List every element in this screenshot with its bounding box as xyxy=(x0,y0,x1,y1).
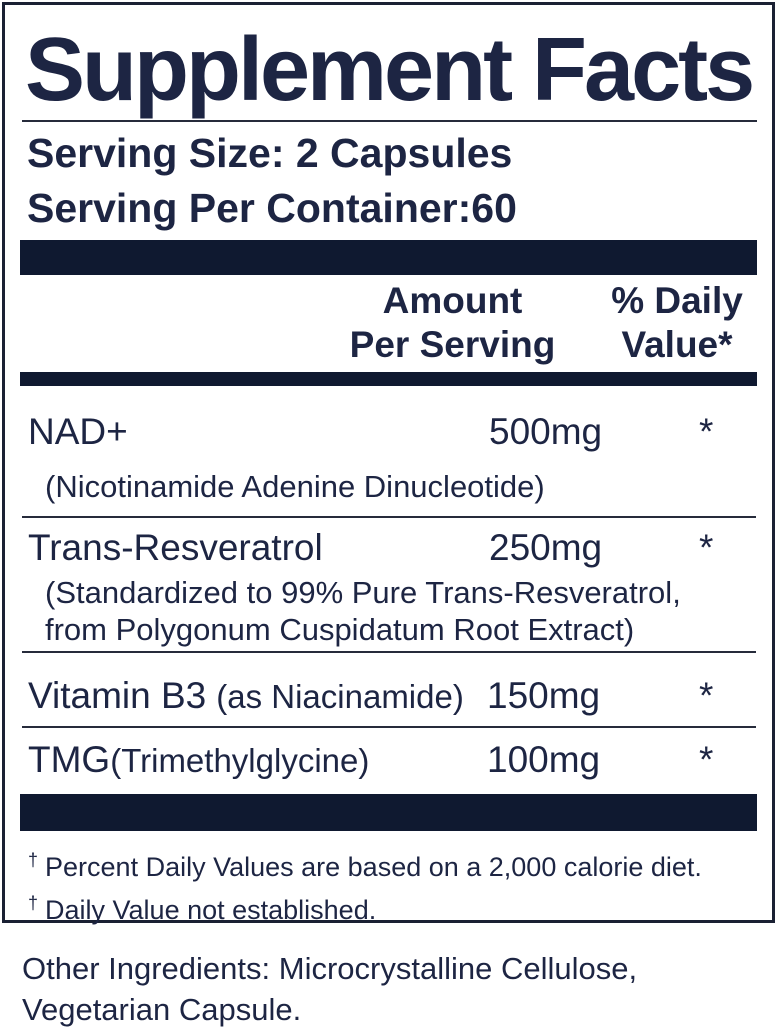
other-ingredients-line2: Vegetarian Capsule. xyxy=(22,992,302,1027)
row-divider xyxy=(22,651,756,653)
ingredient-description: (Standardized to 99% Pure Trans-Resverat… xyxy=(45,574,725,648)
ingredient-amount: 250mg xyxy=(489,527,603,568)
label-title: Supplement Facts xyxy=(25,20,755,120)
ingredient-name: Trans-Resveratrol xyxy=(28,527,323,568)
servings-per-container: Serving Per Container:60 xyxy=(27,185,517,231)
column-header-amount: Amount Per Serving xyxy=(330,279,575,367)
other-ingredients: Other Ingredients: Microcrystalline Cell… xyxy=(22,948,752,1030)
ingredient-name: TMG(Trimethylglycine) xyxy=(28,738,369,783)
ingredient-name: NAD+ xyxy=(28,411,128,452)
row-divider xyxy=(22,726,756,728)
ingredient-description: (Nicotinamide Adenine Dinucleotide) xyxy=(45,469,545,504)
title-divider xyxy=(22,120,757,122)
label-border-box xyxy=(2,2,775,923)
serving-size: Serving Size: 2 Capsules xyxy=(27,130,513,176)
separator-bar-header xyxy=(20,372,757,386)
ingredient-amount: 150mg xyxy=(487,675,601,716)
ingredient-name-suffix: (Trimethylglycine) xyxy=(110,742,370,779)
ingredient-name-main: TMG xyxy=(28,739,111,780)
ingredient-daily-value: * xyxy=(699,527,714,568)
ingredient-daily-value: * xyxy=(699,675,714,716)
ingredient-daily-value: * xyxy=(699,411,714,452)
ingredient-amount: 500mg xyxy=(489,411,603,452)
footnote-text: Percent Daily Values are based on a 2,00… xyxy=(45,852,702,882)
ingredient-name: Vitamin B3 (as Niacinamide) xyxy=(28,674,464,719)
footnote-text: Daily Value not established. xyxy=(45,895,377,925)
column-header-dv-line2: Value* xyxy=(621,324,733,365)
ingredient-description-line1: (Standardized to 99% Pure Trans-Resverat… xyxy=(45,575,681,610)
column-header-dv-line1: % Daily xyxy=(611,280,743,321)
separator-bar-top xyxy=(20,240,757,275)
footnote-dv-not-established: † Daily Value not established. xyxy=(28,885,702,928)
ingredient-name-suffix: (as Niacinamide) xyxy=(216,678,464,715)
column-header-amount-line2: Per Serving xyxy=(349,324,556,365)
dagger-symbol: † xyxy=(28,850,39,870)
ingredient-daily-value: * xyxy=(699,739,714,780)
column-header-daily-value: % Daily Value* xyxy=(597,279,757,367)
ingredient-name-main: Vitamin B3 xyxy=(28,675,207,716)
ingredient-description-line2: from Polygonum Cuspidatum Root Extract) xyxy=(45,612,635,647)
footnotes: † Percent Daily Values are based on a 2,0… xyxy=(28,842,702,928)
separator-bar-bottom xyxy=(20,794,757,831)
other-ingredients-line1: Other Ingredients: Microcrystalline Cell… xyxy=(22,951,638,986)
column-header-amount-line1: Amount xyxy=(382,280,523,321)
ingredient-amount: 100mg xyxy=(487,739,601,780)
footnote-percent-dv: † Percent Daily Values are based on a 2,0… xyxy=(28,842,702,885)
dagger-symbol: † xyxy=(28,893,39,913)
row-divider xyxy=(22,516,756,518)
